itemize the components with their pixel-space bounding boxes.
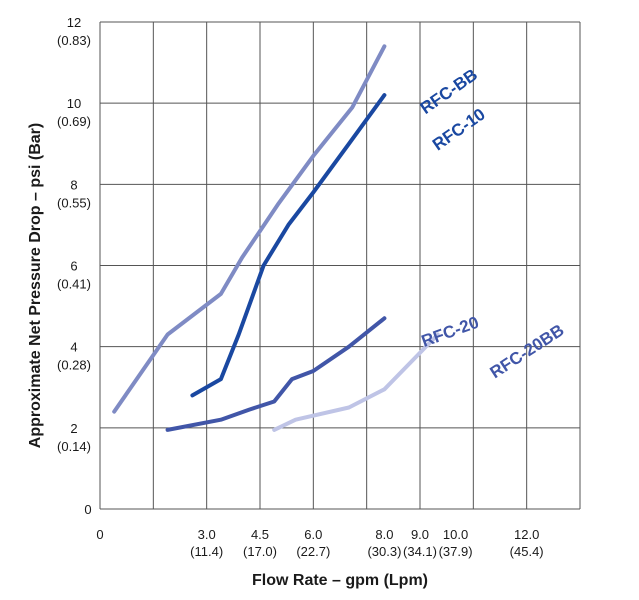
series-line-rfc-20bb [272, 332, 440, 432]
x-axis-title: Flow Rate – gpm (Lpm) [252, 572, 428, 589]
x-tick-sublabel: (11.4) [190, 544, 223, 559]
x-tick-label: 4.5 [251, 527, 269, 542]
x-tick-sublabel: (34.1) [403, 544, 437, 559]
y-tick-sublabel: (0.69) [57, 114, 91, 129]
series-label-rfc-20: RFC-20 [419, 313, 481, 351]
y-tick-label: 8 [70, 177, 77, 192]
y-tick-label: 4 [70, 340, 77, 355]
x-tick-label: 8.0 [375, 527, 393, 542]
x-tick-sublabel: (37.9) [439, 544, 473, 559]
x-tick-label: 10.0 [443, 527, 468, 542]
x-tick-label: 6.0 [304, 527, 322, 542]
series-lines [112, 44, 440, 432]
series-line-rfc-bb [112, 44, 387, 414]
grid [99, 21, 581, 510]
y-tick-label: 0 [84, 502, 91, 517]
series-line-rfc-20 [165, 316, 387, 432]
y-tick-sublabel: (0.83) [57, 33, 91, 48]
x-tick-label: 12.0 [514, 527, 539, 542]
y-tick-label: 12 [67, 15, 81, 30]
y-tick-label: 10 [67, 96, 81, 111]
y-tick-sublabel: (0.14) [57, 439, 91, 454]
x-tick-sublabel: (22.7) [296, 544, 330, 559]
y-tick-sublabel: (0.55) [57, 195, 91, 210]
x-tick-label: 0 [96, 527, 103, 542]
series-line-rfc-10 [190, 93, 387, 398]
x-axis-ticks: 0 3.0 (11.4) 4.5 (17.0) 6.0 (22.7) 8.0 (30.3) 9.0… [96, 527, 543, 559]
y-tick-label: 6 [70, 259, 77, 274]
x-tick-sublabel: (30.3) [367, 544, 401, 559]
x-tick-label: 3.0 [198, 527, 216, 542]
y-axis-ticks: 0 2 (0.14) 4 (0.28) 6 (0.41) 8 (0.55) 10 (0.69) 12 (… [57, 15, 92, 517]
y-tick-sublabel: (0.41) [57, 277, 91, 292]
x-tick-label: 9.0 [411, 527, 429, 542]
y-axis-title: Approximate Net Pressure Drop – psi (Bar… [27, 123, 44, 448]
x-tick-sublabel: (45.4) [510, 544, 544, 559]
series-label-rfc-10: RFC-10 [429, 105, 489, 155]
x-tick-sublabel: (17.0) [243, 544, 277, 559]
y-tick-sublabel: (0.28) [57, 358, 91, 373]
y-tick-label: 2 [70, 421, 77, 436]
